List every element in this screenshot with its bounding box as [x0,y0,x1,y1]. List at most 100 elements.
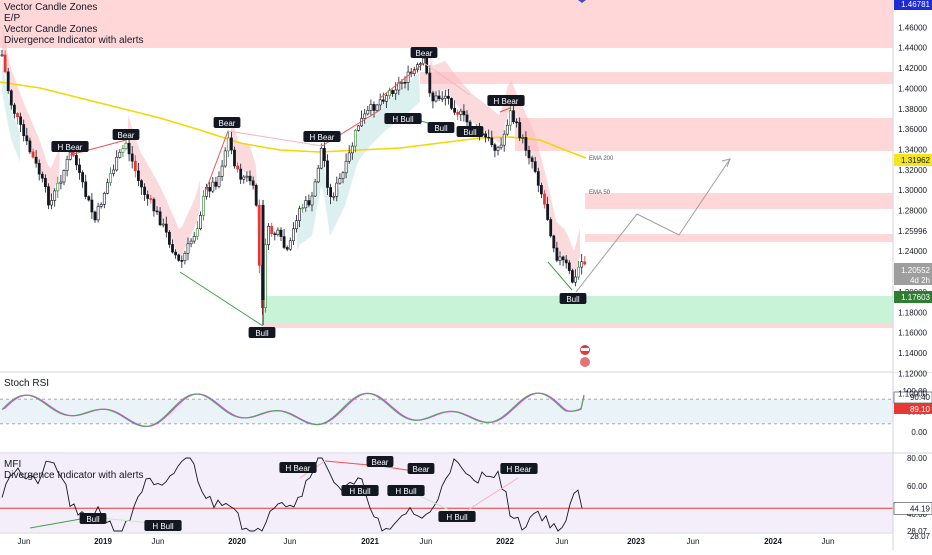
price-axis-tick: 1.46000 [898,23,927,32]
time-axis-label: Jun [18,537,31,546]
candle-body [158,211,162,226]
candle-body [84,181,88,197]
candle-body [512,110,515,123]
candle-body [180,260,184,262]
candle-body [192,235,196,242]
candle-body [301,207,305,210]
candle-body [62,170,66,183]
price-axis-tick: 1.25996 [898,227,927,236]
price-axis-tick: 1.44000 [898,44,927,53]
candle-body [282,236,286,248]
price-axis-tick: 1.24000 [898,247,927,256]
divergence-label-bg [213,117,241,128]
stoch-d-tag: 89.10 [910,405,931,414]
mfi-label-text: Bull [86,515,100,524]
time-axis-label: Jun [687,537,700,546]
countdown-tag: 4d 2h [910,276,930,285]
mfi-label-text: H Bull [152,522,174,531]
candle-body [37,162,41,175]
bear-vector-ribbon-2 [230,118,262,286]
time-axis-label: Jun [556,537,569,546]
candle-body [450,98,453,109]
candle-body [43,177,47,187]
candle-body [546,203,550,220]
projection-arrowhead [721,158,731,168]
divergence-label-text: Bull [434,124,448,133]
legend-line-2[interactable]: E/P [4,13,21,24]
stoch-pane-title[interactable]: Stoch RSI [4,378,50,389]
mfi-pane-title[interactable]: MFI [4,459,22,470]
mfi-label-text: H Bear [507,465,532,474]
candle-body [273,233,277,235]
time-axis-label: 2019 [94,537,112,546]
candle-body [310,195,314,206]
event-flag-icon-2[interactable] [580,357,590,367]
legend-line-3[interactable]: Vector Candle Zones [4,24,98,35]
divergence-label-7: H Bear [487,95,525,106]
price-ema200-tag: 1.31962 [901,156,930,165]
candle-body [267,225,271,246]
price-ema200-tag-bg [894,154,932,166]
candle-body [161,223,165,226]
stoch-axis-tick: 0.00 [911,428,927,437]
candle-body [527,150,531,159]
candle-spike-body [261,205,265,300]
candle-body [580,261,584,268]
candle-body [121,148,125,153]
time-axis-layer: Jun 2019 Jun 2020 Jun 2021 Jun 2022 Jun 2023 Jun 20… [18,537,835,546]
mfi-value-tag-bg [893,502,932,515]
divergence-label-text: Bear [118,131,135,140]
candle-body [102,193,106,205]
legend-line-4[interactable]: Divergence Indicator with alerts [4,35,144,46]
mfi-label-text: H Bear [286,464,311,473]
candle-body [34,156,38,164]
mfi-label-bg [407,463,435,474]
candle-body [279,229,283,237]
mfi-label-bg [79,513,107,524]
price-axis-tick: 1.38000 [898,105,927,114]
candle-body [47,186,50,206]
resistance-zone-2 [515,118,893,151]
price-axis-bg [893,0,932,372]
divergence-labels-layer: H Bear Bear Bear H Bear Bear H Bull Bull H Bear… [51,0,590,367]
candle-body [236,165,240,170]
resistance-zone-4 [585,234,893,242]
candle-body [124,142,128,149]
candle-body [369,104,373,111]
candle-body [50,200,54,206]
candle-body [558,256,562,261]
divergence-label-0: H Bear [51,141,89,152]
candle-body [68,151,72,160]
divergence-line-9 [499,107,511,113]
candle-body [434,95,438,102]
mfi-label-1: H Bull [144,520,182,531]
legend-line-1[interactable]: Vector Candle Zones [4,2,98,13]
mfi-label-4: Bear [407,463,435,474]
candle-body [567,262,571,271]
mfi-pane-subtitle[interactable]: Divergence Indicator with alerts [4,470,144,481]
candle-body [127,142,131,155]
candle-body [443,95,447,99]
candle-body [217,176,221,187]
divergence-label-bg [427,122,455,133]
candle-body [515,121,519,124]
candle-body [140,180,143,188]
candle-body [341,172,345,179]
candle-body [248,175,252,182]
candle-body [59,181,63,184]
candle-body [90,199,94,213]
candle-body [543,193,546,205]
divergence-line-1 [205,130,229,191]
mfi-label-text: Bear [413,465,430,474]
mfi-label-bg [500,463,538,474]
divergence-label-bg [384,113,422,124]
candle-body [40,173,44,179]
candle-body [186,243,190,254]
candle-body [484,133,488,138]
candle-body [96,206,100,221]
mfi-label-6: H Bull [387,485,425,496]
candle-body [115,157,119,171]
candle-body [353,130,357,147]
